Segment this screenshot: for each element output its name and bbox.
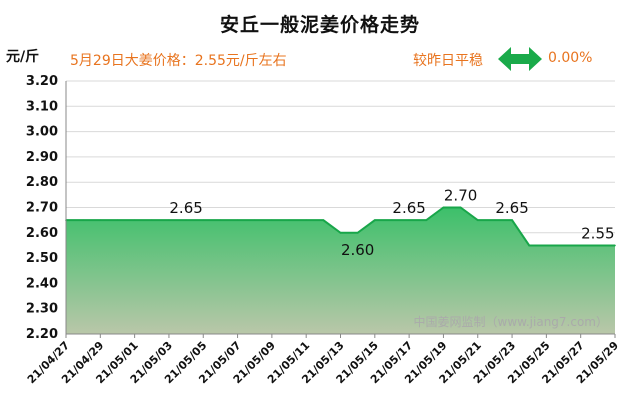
price-area — [66, 207, 615, 334]
y-tick-label: 2.60 — [26, 226, 58, 241]
data-point — [597, 244, 599, 247]
data-point — [511, 219, 513, 221]
data-point — [614, 244, 616, 247]
data-label: 2.65 — [392, 199, 425, 217]
data-label: 2.65 — [169, 199, 202, 217]
y-tick-label: 3.00 — [26, 125, 58, 140]
data-label: 2.65 — [495, 199, 528, 217]
data-point — [494, 219, 496, 221]
y-tick-label: 3.20 — [26, 74, 58, 89]
double-arrow-icon — [498, 47, 542, 71]
y-tick-label: 2.40 — [26, 276, 58, 291]
y-tick-label: 2.80 — [26, 175, 58, 190]
y-axis-unit: 元/斤 — [6, 49, 40, 65]
data-point — [271, 219, 273, 221]
y-tick-label: 2.70 — [26, 201, 58, 216]
data-point — [202, 219, 205, 221]
data-point — [219, 219, 222, 221]
data-label: 2.70 — [444, 187, 477, 205]
data-point — [150, 219, 153, 221]
y-tick-label: 3.10 — [26, 99, 58, 114]
data-point — [442, 206, 445, 209]
data-point — [579, 244, 582, 247]
data-point — [562, 244, 565, 247]
change-value: 0.00% — [548, 50, 593, 66]
data-point — [391, 219, 393, 221]
data-point — [374, 219, 376, 221]
data-point — [185, 219, 187, 221]
data-label: 2.60 — [341, 241, 374, 259]
y-tick-label: 2.20 — [26, 327, 58, 342]
data-label: 2.55 — [581, 224, 614, 242]
data-point — [82, 219, 84, 221]
y-tick-label: 2.90 — [26, 150, 58, 165]
data-point — [168, 219, 170, 221]
data-point — [408, 219, 410, 221]
data-point — [305, 219, 307, 221]
y-tick-label: 2.50 — [26, 251, 58, 266]
y-tick-label: 2.30 — [26, 302, 58, 317]
data-point — [133, 219, 136, 221]
data-point — [322, 219, 325, 221]
change-label: 较昨日平稳 — [413, 53, 483, 69]
data-point — [459, 206, 462, 209]
data-point — [116, 219, 119, 221]
data-point — [476, 219, 479, 221]
data-point — [99, 219, 102, 221]
price-summary: 5月29日大姜价格：2.55元/斤左右 — [70, 53, 287, 69]
watermark: 中国姜网监制（www.jiang7.com） — [414, 314, 608, 329]
data-point — [253, 219, 256, 221]
data-point — [425, 219, 428, 221]
data-point — [356, 232, 359, 234]
data-point — [528, 244, 531, 247]
data-point — [236, 219, 239, 221]
data-point — [288, 219, 290, 221]
chart-title: 安丘一般泥姜价格走势 — [219, 14, 420, 36]
data-point — [339, 232, 342, 234]
data-point — [545, 244, 548, 247]
